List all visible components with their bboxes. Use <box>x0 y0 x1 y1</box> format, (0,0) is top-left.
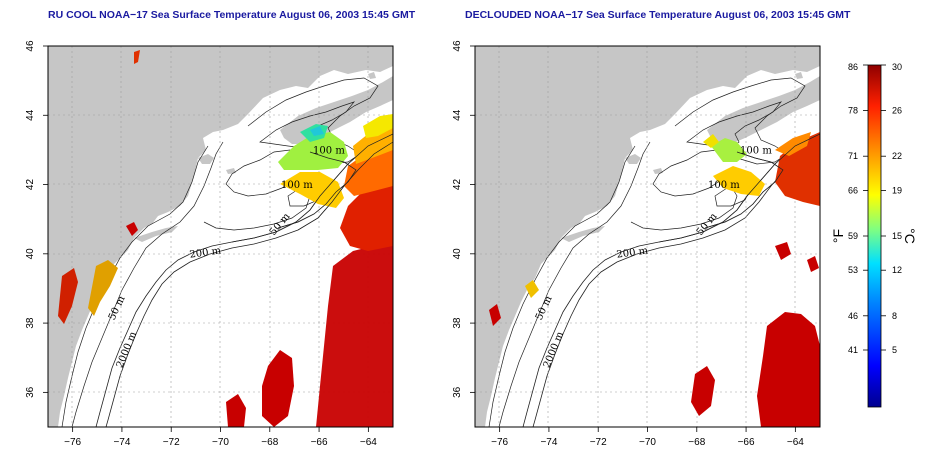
left-contour-label: 100 m <box>313 145 345 156</box>
left-x-tick-label: −68 <box>261 437 278 448</box>
left-contour-label: 200 m <box>189 245 222 260</box>
colorbar-f-label: 53 <box>848 265 858 275</box>
left-y-tick-label: 42 <box>25 179 36 191</box>
left-map-title: RU COOL NOAA−17 Sea Surface Temperature … <box>48 9 416 21</box>
right-map-title: DECLOUDED NOAA−17 Sea Surface Temperatur… <box>465 9 851 21</box>
left-x-tick-label: −74 <box>113 437 130 448</box>
colorbar-f-label: 46 <box>848 311 858 321</box>
right-contour-label: 100 m <box>740 145 772 156</box>
colorbar-c-label: 22 <box>892 151 902 161</box>
colorbar-c-label: 8 <box>892 311 897 321</box>
colorbar-c-label: 30 <box>892 62 902 72</box>
right-x-tick-label: −70 <box>639 437 656 448</box>
right-sst-overlay <box>489 132 820 427</box>
colorbar-gradient <box>867 64 882 408</box>
colorbar-f-label: 41 <box>848 345 858 355</box>
right-contour-label: 200 m <box>616 245 649 260</box>
left-x-tick-label: −76 <box>64 437 81 448</box>
left-sst-overlay <box>58 50 393 427</box>
right-x-tick-label: −72 <box>590 437 607 448</box>
right-x-tick-label: −66 <box>738 437 755 448</box>
left-x-tick-label: −66 <box>311 437 328 448</box>
left-y-tick-label: 36 <box>25 386 36 398</box>
left-y-tick-label: 40 <box>25 248 36 260</box>
right-y-tick-label: 36 <box>452 386 463 398</box>
left-y-tick-label: 46 <box>25 40 36 52</box>
right-y-tick-label: 44 <box>452 109 463 121</box>
colorbar-c-label: 26 <box>892 106 902 116</box>
right-map <box>475 46 820 427</box>
colorbar-f-label: 78 <box>848 106 858 116</box>
colorbar-f-label: 59 <box>848 231 858 241</box>
left-y-tick-label: 44 <box>25 109 36 121</box>
right-map-axes: −76 −74 −72 −70 −68 −66 −64 36 38 40 42 44 46 <box>452 40 804 448</box>
colorbar-f-label: 66 <box>848 185 858 195</box>
left-x-tick-label: −72 <box>163 437 180 448</box>
colorbar-c-label: 15 <box>892 231 902 241</box>
left-x-tick-label: −70 <box>212 437 229 448</box>
right-x-tick-label: −74 <box>540 437 557 448</box>
right-x-tick-label: −64 <box>787 437 804 448</box>
left-x-tick-label: −64 <box>360 437 377 448</box>
right-y-tick-label: 40 <box>452 248 463 260</box>
right-x-tick-label: −68 <box>688 437 705 448</box>
right-contour-label: 100 m <box>708 180 740 191</box>
left-map-axes: −76 −74 −72 −70 −68 −66 −64 36 38 40 42 44 46 <box>25 40 377 448</box>
left-contour-label: 100 m <box>281 180 313 191</box>
colorbar: 86 30 78 26 71 22 66 19 59 15 53 12 46 8 41 5 °F °C <box>830 62 918 408</box>
colorbar-f-label: 86 <box>848 62 858 72</box>
left-y-tick-label: 38 <box>25 317 36 329</box>
right-x-tick-label: −76 <box>491 437 508 448</box>
colorbar-c-label: 12 <box>892 265 902 275</box>
right-y-tick-label: 46 <box>452 40 463 52</box>
right-y-tick-label: 42 <box>452 179 463 191</box>
colorbar-f-label: 71 <box>848 151 858 161</box>
left-map <box>48 46 393 427</box>
right-y-tick-label: 38 <box>452 317 463 329</box>
fahrenheit-unit-label: °F <box>830 229 846 243</box>
colorbar-c-label: 5 <box>892 345 897 355</box>
celsius-unit-label: °C <box>902 228 918 244</box>
colorbar-c-label: 19 <box>892 185 902 195</box>
